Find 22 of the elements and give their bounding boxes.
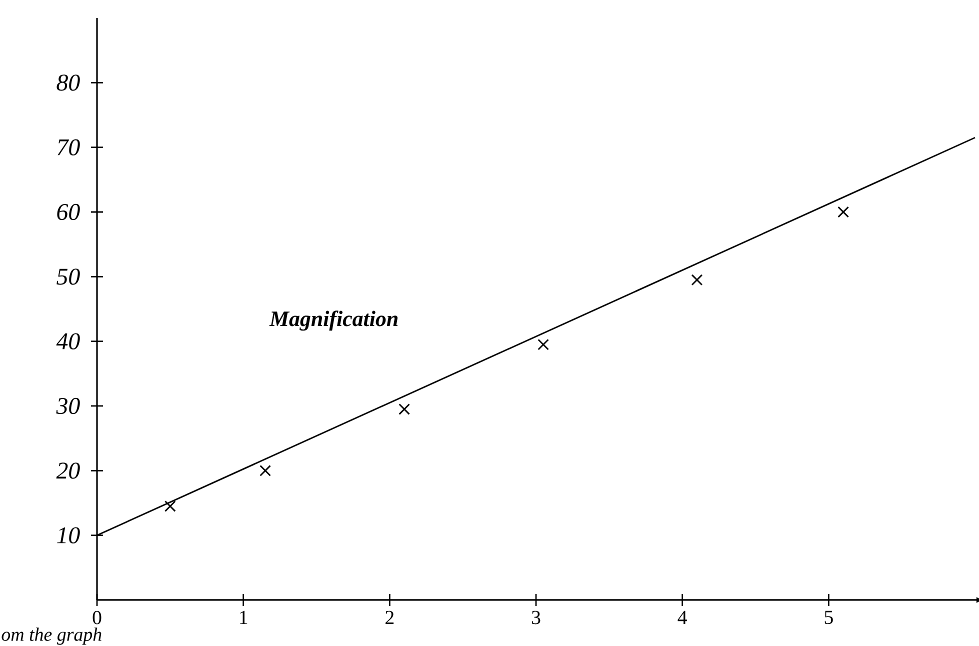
y-tick-label: 20 — [56, 462, 80, 479]
point — [838, 206, 850, 218]
x-tick-label: 4 — [678, 610, 688, 624]
annotation: Magnification — [269, 310, 398, 331]
y-tick-label: 30 — [56, 398, 80, 414]
x-tick-label: 1 — [240, 610, 248, 624]
y-tick-label: 50 — [56, 268, 80, 285]
x-tick-label: 3 — [532, 610, 540, 624]
y-tick-label: 80 — [56, 74, 80, 91]
y-tick-label: 70 — [58, 139, 80, 156]
point — [691, 274, 703, 286]
x-tick-label: 2 — [386, 610, 394, 624]
point — [260, 464, 271, 476]
point — [164, 500, 176, 512]
y-tick-label: 40 — [56, 333, 80, 350]
point — [398, 404, 410, 415]
x-tick-label: 0 — [92, 610, 102, 624]
point — [538, 338, 550, 350]
y-tick-label: 60 — [57, 204, 80, 220]
y-tick-label: 10 — [57, 527, 80, 544]
text: om the graph — [2, 628, 102, 645]
x-tick-label: 5 — [824, 610, 833, 624]
